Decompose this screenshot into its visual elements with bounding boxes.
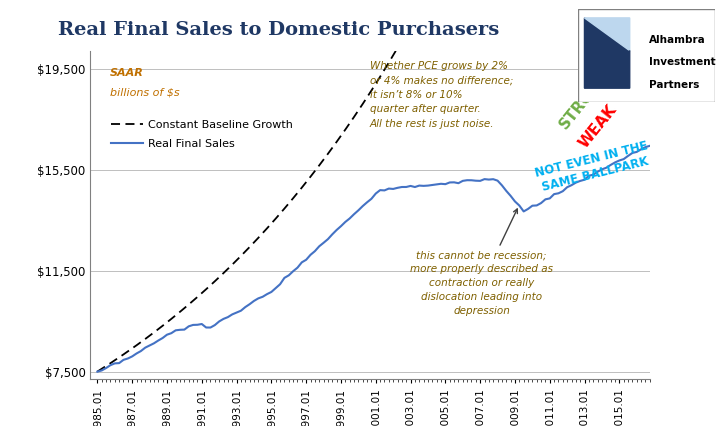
FancyBboxPatch shape — [578, 9, 715, 102]
Text: STRONG: STRONG — [556, 66, 613, 132]
Polygon shape — [585, 18, 630, 88]
Text: Alhambra: Alhambra — [649, 35, 705, 45]
Text: Whether PCE grows by 2%
or 4% makes no difference;
it isn’t 8% or 10%
quarter af: Whether PCE grows by 2% or 4% makes no d… — [370, 61, 513, 129]
Text: WEAK: WEAK — [576, 102, 620, 151]
Polygon shape — [585, 18, 630, 51]
Text: Investment: Investment — [649, 57, 716, 67]
Text: this cannot be recession;
more properly described as
contraction or really
dislo: this cannot be recession; more properly … — [410, 209, 553, 317]
Polygon shape — [585, 51, 630, 88]
Text: Partners: Partners — [649, 80, 700, 90]
Text: NOT EVEN IN THE
SAME BALLPARK: NOT EVEN IN THE SAME BALLPARK — [534, 140, 653, 195]
Legend: Constant Baseline Growth, Real Final Sales: Constant Baseline Growth, Real Final Sal… — [107, 116, 297, 153]
Text: billions of $s: billions of $s — [110, 87, 180, 97]
Text: Real Final Sales to Domestic Purchasers: Real Final Sales to Domestic Purchasers — [58, 21, 499, 39]
Text: SAAR: SAAR — [110, 67, 144, 78]
